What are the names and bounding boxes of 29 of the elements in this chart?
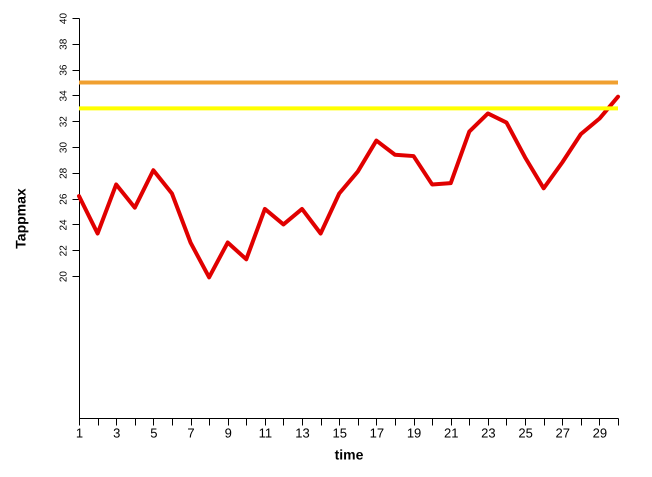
- x-tick-label: 11: [258, 426, 272, 440]
- y-tick-label: 38: [58, 38, 70, 50]
- y-tick-label: 40: [58, 12, 70, 24]
- x-axis-title: time: [334, 446, 364, 462]
- x-tick-label: 29: [592, 426, 608, 440]
- x-tick-label: 5: [150, 426, 158, 440]
- x-tick-label: 13: [295, 426, 310, 440]
- line-series: [77, 94, 620, 280]
- x-tick-label: 7: [187, 426, 195, 440]
- y-axis-title: Tappmax: [12, 188, 28, 249]
- x-tick-label: 1: [76, 426, 84, 440]
- y-tick-label: 36: [58, 64, 70, 76]
- y-tick-label: 26: [58, 193, 70, 205]
- x-tick-label: 21: [444, 426, 458, 440]
- x-tick-label: 23: [481, 426, 496, 440]
- x-tick-label: 17: [370, 426, 384, 440]
- x-tick-label: 27: [556, 426, 570, 440]
- x-tick-label: 15: [332, 426, 347, 440]
- y-tick-label: 28: [58, 167, 70, 179]
- x-tick-label: 9: [224, 426, 232, 440]
- x-tick-label: 3: [113, 426, 120, 440]
- y-tick-label: 32: [58, 116, 70, 128]
- y-tick-label: 20: [58, 270, 70, 282]
- y-tick-label: 34: [58, 90, 70, 102]
- x-tick-label: 19: [406, 426, 422, 440]
- y-tick-label: 22: [58, 244, 70, 256]
- y-tick-label: 24: [58, 218, 70, 231]
- y-tick-label: 30: [58, 142, 70, 154]
- x-tick-label: 25: [518, 426, 533, 440]
